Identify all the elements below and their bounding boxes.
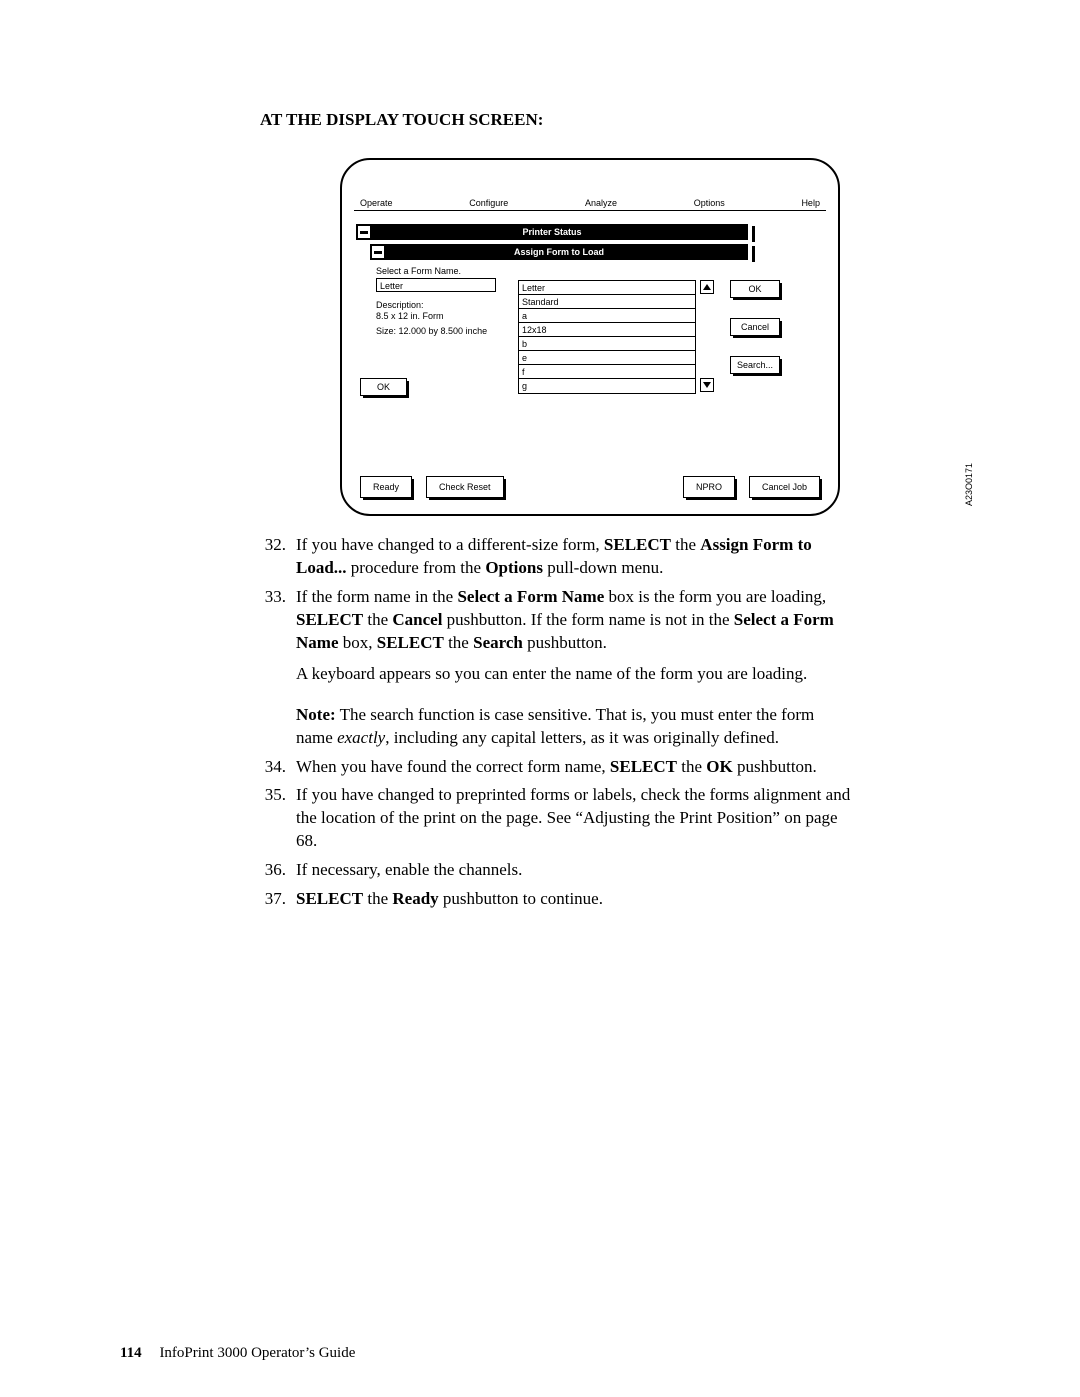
left-ok-button[interactable]: OK xyxy=(360,378,407,396)
ready-button[interactable]: Ready xyxy=(360,476,412,498)
step-text: SELECT the Ready pushbutton to continue. xyxy=(296,888,855,911)
scroll-down-icon[interactable] xyxy=(700,378,714,392)
titlebar-printer-status-label: Printer Status xyxy=(522,227,581,237)
list-item[interactable]: g xyxy=(519,379,695,393)
step-number: 36. xyxy=(260,859,296,882)
step-text: When you have found the correct form nam… xyxy=(296,756,855,779)
scroll-up-icon[interactable] xyxy=(700,280,714,294)
select-form-label: Select a Form Name. xyxy=(376,266,496,276)
menu-operate[interactable]: Operate xyxy=(360,198,393,208)
step-text: If necessary, enable the channels. xyxy=(296,859,855,882)
list-item[interactable]: 12x18 xyxy=(519,323,695,337)
description-value: 8.5 x 12 in. Form xyxy=(376,311,444,321)
step-number: 34. xyxy=(260,756,296,779)
step-number: 37. xyxy=(260,888,296,911)
search-button[interactable]: Search... xyxy=(730,356,780,374)
step-number: 33. xyxy=(260,586,296,750)
cancel-job-button[interactable]: Cancel Job xyxy=(749,476,820,498)
sysmenu-icon[interactable] xyxy=(357,225,371,239)
scrollbar[interactable] xyxy=(700,280,714,392)
titlebar-assign-form-label: Assign Form to Load xyxy=(514,247,604,257)
page-number: 114 xyxy=(120,1345,142,1361)
menu-help[interactable]: Help xyxy=(801,198,820,208)
check-reset-button[interactable]: Check Reset xyxy=(426,476,504,498)
cancel-button[interactable]: Cancel xyxy=(730,318,780,336)
list-item[interactable]: f xyxy=(519,365,695,379)
npro-button[interactable]: NPRO xyxy=(683,476,735,498)
form-name-input[interactable]: Letter xyxy=(376,278,496,292)
step-text: If you have changed to a different-size … xyxy=(296,534,855,580)
size-label: Size: 12.000 by 8.500 inche xyxy=(376,326,496,336)
menu-options[interactable]: Options xyxy=(694,198,725,208)
menu-analyze[interactable]: Analyze xyxy=(585,198,617,208)
sysmenu-icon[interactable] xyxy=(371,245,385,259)
footer-title: InfoPrint 3000 Operator’s Guide xyxy=(159,1345,355,1361)
description-label: Description: xyxy=(376,300,424,310)
page-footer: 114 InfoPrint 3000 Operator’s Guide xyxy=(120,1345,355,1362)
step-number: 32. xyxy=(260,534,296,580)
menu-configure[interactable]: Configure xyxy=(469,198,508,208)
step-text: If the form name in the Select a Form Na… xyxy=(296,586,855,750)
form-list[interactable]: Letter Standard a 12x18 b e f g xyxy=(518,280,696,394)
menu-bar: Operate Configure Analyze Options Help xyxy=(342,198,838,208)
ok-button[interactable]: OK xyxy=(730,280,780,298)
step-number: 35. xyxy=(260,784,296,853)
titlebar-printer-status: Printer Status xyxy=(356,224,748,240)
list-item[interactable]: e xyxy=(519,351,695,365)
list-item[interactable]: a xyxy=(519,309,695,323)
step-text: If you have changed to preprinted forms … xyxy=(296,784,855,853)
list-item[interactable]: Letter xyxy=(519,281,695,295)
figure-code: A23O0171 xyxy=(964,463,974,506)
touch-screen-figure: Operate Configure Analyze Options Help P… xyxy=(340,158,960,516)
titlebar-assign-form: Assign Form to Load xyxy=(370,244,748,260)
list-item[interactable]: Standard xyxy=(519,295,695,309)
section-heading: AT THE DISPLAY TOUCH SCREEN: xyxy=(260,110,960,130)
list-item[interactable]: b xyxy=(519,337,695,351)
